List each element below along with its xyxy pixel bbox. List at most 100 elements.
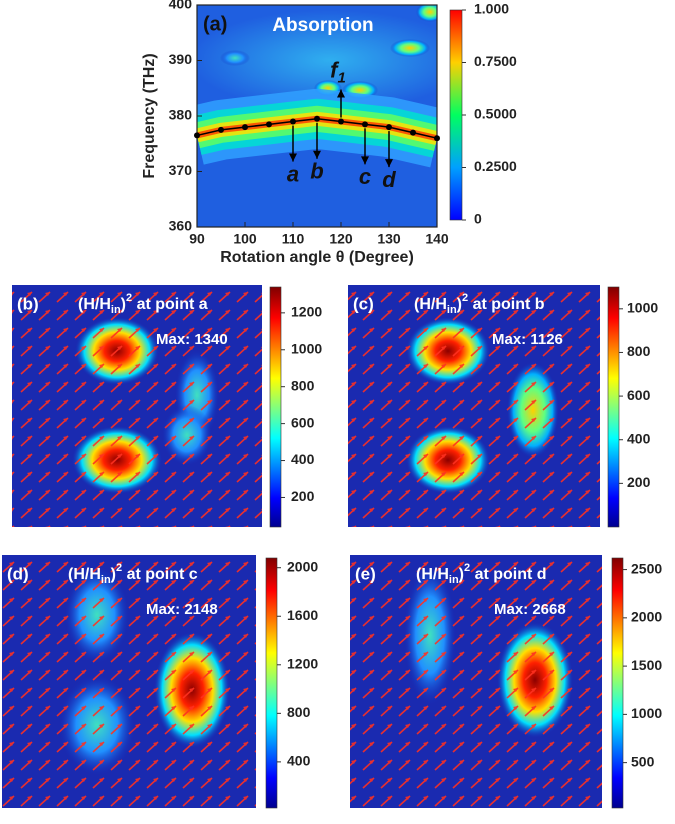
x-axis-label: Rotation angle θ (Degree) [220,249,414,266]
max-annotation: Max: 2148 [146,601,218,618]
title-part: at point b [468,296,545,313]
y-tick-label: 400 [169,0,193,12]
colorbar-tick-label: 0.7500 [474,53,517,69]
colorbar-tick-label: 800 [291,377,315,393]
title-part: 2 [464,562,470,574]
title-part: ) [121,296,126,313]
title-part: at point d [470,566,546,583]
annotation-arrowhead [337,89,345,98]
colorbar-tick-label: 1200 [287,655,318,671]
y-tick-label: 360 [169,218,193,234]
annotation-arrowhead [361,156,369,165]
title-part: 2 [116,562,122,574]
x-tick-label: 90 [189,231,205,247]
colorbar-tick-label: 0 [474,211,482,227]
data-point [218,126,224,133]
x-tick-label: 110 [282,231,305,247]
title-part: in [447,304,457,316]
title-part: (H/H [78,296,111,313]
title-part: (H/H [414,296,447,313]
mode-label-main: f [330,57,340,82]
max-annotation: Max: 1340 [156,331,228,348]
colorbar-tick-label: 1000 [631,705,662,721]
colorbar-tick-label: 1500 [631,657,662,673]
title-part: ) [111,566,116,583]
panel-label: (a) [203,13,227,35]
title-part: in [101,574,111,586]
mode-label: f1 [330,57,346,86]
data-point [314,115,320,122]
annotation-arrowhead [385,159,393,168]
title-part: ) [457,296,462,313]
colorbar-tick-label: 400 [627,430,651,446]
title-part: ) [459,566,464,583]
colorbar-tick-label: 1600 [287,607,318,623]
data-point [242,124,248,131]
panel-title: Absorption [272,15,373,36]
x-tick-label: 100 [233,231,257,247]
point-label: c [359,164,371,189]
max-annotation: Max: 2668 [494,601,566,618]
heatmap-region [390,39,430,57]
panel-label: (c) [353,294,374,313]
data-point [434,135,440,142]
point-label: d [382,167,396,192]
colorbar-tick-label: 0.5000 [474,106,517,122]
panel-label: (b) [17,294,39,313]
max-annotation: Max: 1126 [492,331,563,348]
panel-label: (e) [355,564,376,583]
heatmap-region [416,5,437,22]
colorbar [611,557,624,809]
colorbar-tick-label: 600 [627,387,651,403]
y-axis-label: Frequency (THz) [141,53,158,178]
title-part: at point c [122,566,198,583]
heatmap-region [220,50,250,66]
title-part: at point a [132,296,208,313]
colorbar [265,557,278,809]
y-tick-label: 380 [169,107,193,123]
colorbar-tick-label: 1000 [627,300,658,316]
panel-title: (H/Hin)2 at point c [68,562,198,586]
heatmap-region [197,10,437,110]
data-point [266,121,272,128]
colorbar-tick-label: 400 [291,451,315,467]
colorbar-tick-label: 1200 [291,304,322,320]
colorbar-tick-label: 2500 [631,560,662,576]
y-tick-label: 370 [169,162,193,178]
panel-label: (d) [7,564,29,583]
data-point [410,129,416,136]
colorbar-tick-label: 500 [631,753,655,769]
title-part: (H/H [68,566,101,583]
colorbar-tick-label: 1000 [291,340,322,356]
colorbar-tick-label: 2000 [287,558,318,574]
colorbar-tick-label: 200 [291,488,315,504]
title-part: 2 [462,292,468,304]
y-tick-label: 390 [169,51,193,67]
annotation-arrowhead [289,153,297,162]
field-arrows [12,285,262,527]
panel-title: (H/Hin)2 at point b [414,292,545,316]
data-point [290,118,296,125]
field-arrows [350,555,602,808]
colorbar-tick-label: 800 [287,704,311,720]
panel-title: (H/Hin)2 at point d [416,562,547,586]
annotation-arrowhead [313,150,321,159]
point-label: b [310,159,323,184]
data-point [194,132,200,139]
colorbar-tick-label: 1.000 [474,1,509,17]
panel-title: (H/Hin)2 at point a [78,292,208,316]
x-tick-label: 120 [329,231,353,247]
title-part: in [449,574,459,586]
title-part: (H/H [416,566,449,583]
colorbar [269,286,282,528]
data-point [386,124,392,131]
mode-label-sub: 1 [337,70,345,87]
colorbar-tick-label: 2000 [631,609,662,625]
colorbar [607,286,620,528]
colorbar [449,9,463,221]
title-part: in [111,304,121,316]
colorbar-tick-label: 800 [627,343,651,359]
x-tick-label: 130 [377,231,401,247]
colorbar-tick-label: 200 [627,474,651,490]
